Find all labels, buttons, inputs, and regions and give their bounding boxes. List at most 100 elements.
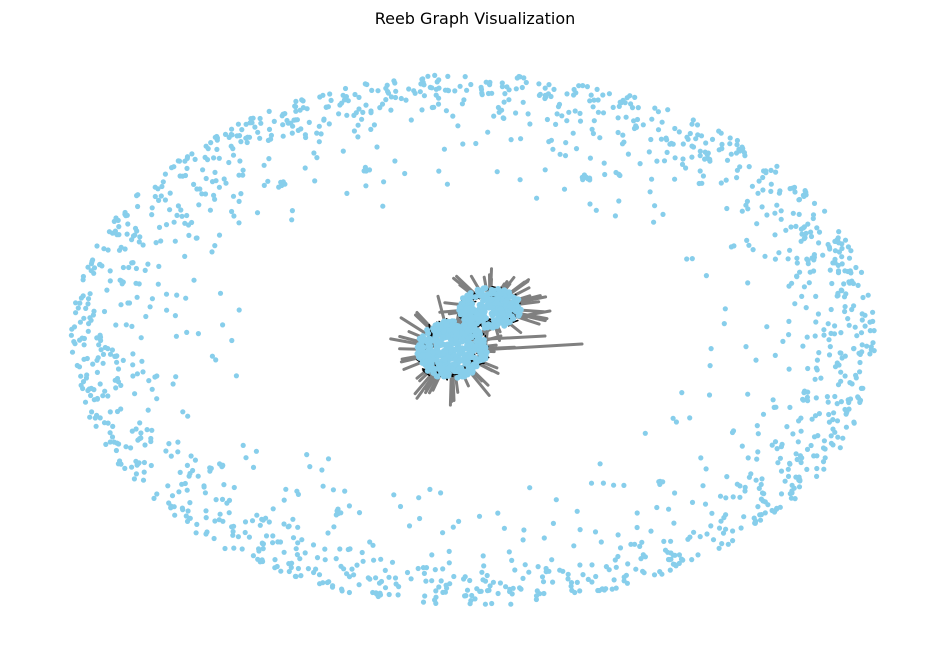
ring-node [156, 263, 162, 269]
ring-node [289, 130, 295, 136]
ring-node [236, 220, 242, 226]
ring-node [75, 305, 81, 311]
ring-node [639, 539, 645, 545]
ring-node [194, 235, 200, 241]
ring-node [871, 328, 877, 334]
ring-node [564, 118, 570, 124]
ring-node [302, 550, 308, 556]
ring-node [129, 428, 135, 434]
ring-node [625, 151, 632, 157]
ring-node [100, 360, 106, 366]
ring-node [438, 490, 444, 496]
ring-node [102, 388, 108, 394]
ring-node [212, 169, 218, 175]
ring-node [577, 110, 583, 116]
ring-node [76, 364, 83, 370]
ring-node [452, 88, 458, 94]
ring-node [822, 455, 828, 461]
ring-node [816, 350, 822, 356]
ring-node [859, 311, 865, 317]
ring-node [285, 524, 291, 530]
ring-node [310, 542, 317, 548]
ring-node [418, 81, 424, 87]
ring-node [598, 539, 604, 545]
ring-node [216, 517, 222, 523]
ring-node [798, 415, 804, 421]
ring-node [320, 92, 326, 98]
ring-node [261, 182, 267, 188]
ring-node [621, 578, 627, 584]
ring-node [213, 357, 219, 363]
ring-node [787, 247, 793, 253]
ring-node [755, 431, 761, 437]
ring-node [118, 302, 124, 308]
ring-node [397, 503, 404, 510]
ring-node [838, 399, 845, 405]
ring-node [257, 115, 263, 122]
ring-node [230, 152, 237, 158]
ring-node [110, 423, 116, 429]
cluster-node [459, 330, 466, 336]
ring-node [237, 158, 243, 164]
ring-node [109, 434, 116, 440]
ring-node [212, 134, 218, 140]
ring-node [633, 566, 639, 572]
ring-node [263, 533, 270, 539]
ring-node [816, 240, 822, 246]
ring-node [774, 446, 780, 452]
ring-node [648, 528, 654, 534]
ring-node [832, 238, 838, 244]
ring-node [388, 107, 394, 113]
ring-node [857, 369, 863, 375]
ring-node [760, 187, 766, 193]
ring-node [755, 449, 761, 455]
ring-node [774, 202, 780, 208]
ring-node [286, 561, 292, 567]
cluster-node [425, 330, 432, 337]
ring-node [213, 178, 219, 184]
ring-node [169, 493, 176, 499]
ring-node [382, 585, 389, 591]
ring-node [230, 146, 236, 152]
ring-node [485, 129, 491, 135]
ring-node [503, 584, 509, 590]
ring-node [199, 191, 205, 197]
ring-node [286, 568, 292, 575]
ring-node [383, 85, 389, 91]
ring-node [728, 244, 735, 250]
ring-node [90, 312, 96, 318]
ring-node [467, 577, 473, 584]
ring-node [373, 590, 379, 596]
cluster-node [449, 323, 456, 330]
ring-node [230, 532, 236, 538]
ring-node [187, 470, 193, 477]
cluster-node [461, 308, 468, 315]
ring-node [592, 529, 599, 535]
cluster-node [438, 341, 445, 348]
ring-node [840, 435, 846, 441]
ring-node [865, 292, 871, 298]
ring-node [162, 171, 168, 177]
ring-node [820, 445, 827, 451]
ring-node [755, 190, 761, 196]
ring-node [261, 162, 267, 168]
ring-node [864, 343, 870, 349]
ring-node [606, 91, 613, 97]
ring-node [355, 122, 361, 128]
ring-node [224, 500, 230, 506]
ring-node [258, 120, 264, 126]
ring-node [236, 172, 242, 178]
ring-node [105, 393, 111, 399]
ring-node [730, 538, 736, 544]
ring-node [243, 121, 249, 127]
ring-node [695, 552, 701, 558]
ring-node [427, 84, 433, 90]
ring-node [845, 244, 852, 250]
ring-node [753, 477, 759, 483]
ring-node [676, 552, 683, 558]
ring-node [417, 515, 423, 522]
ring-node [432, 72, 438, 78]
ring-node [787, 404, 793, 410]
cluster-node [450, 367, 456, 373]
ring-node [679, 390, 685, 396]
